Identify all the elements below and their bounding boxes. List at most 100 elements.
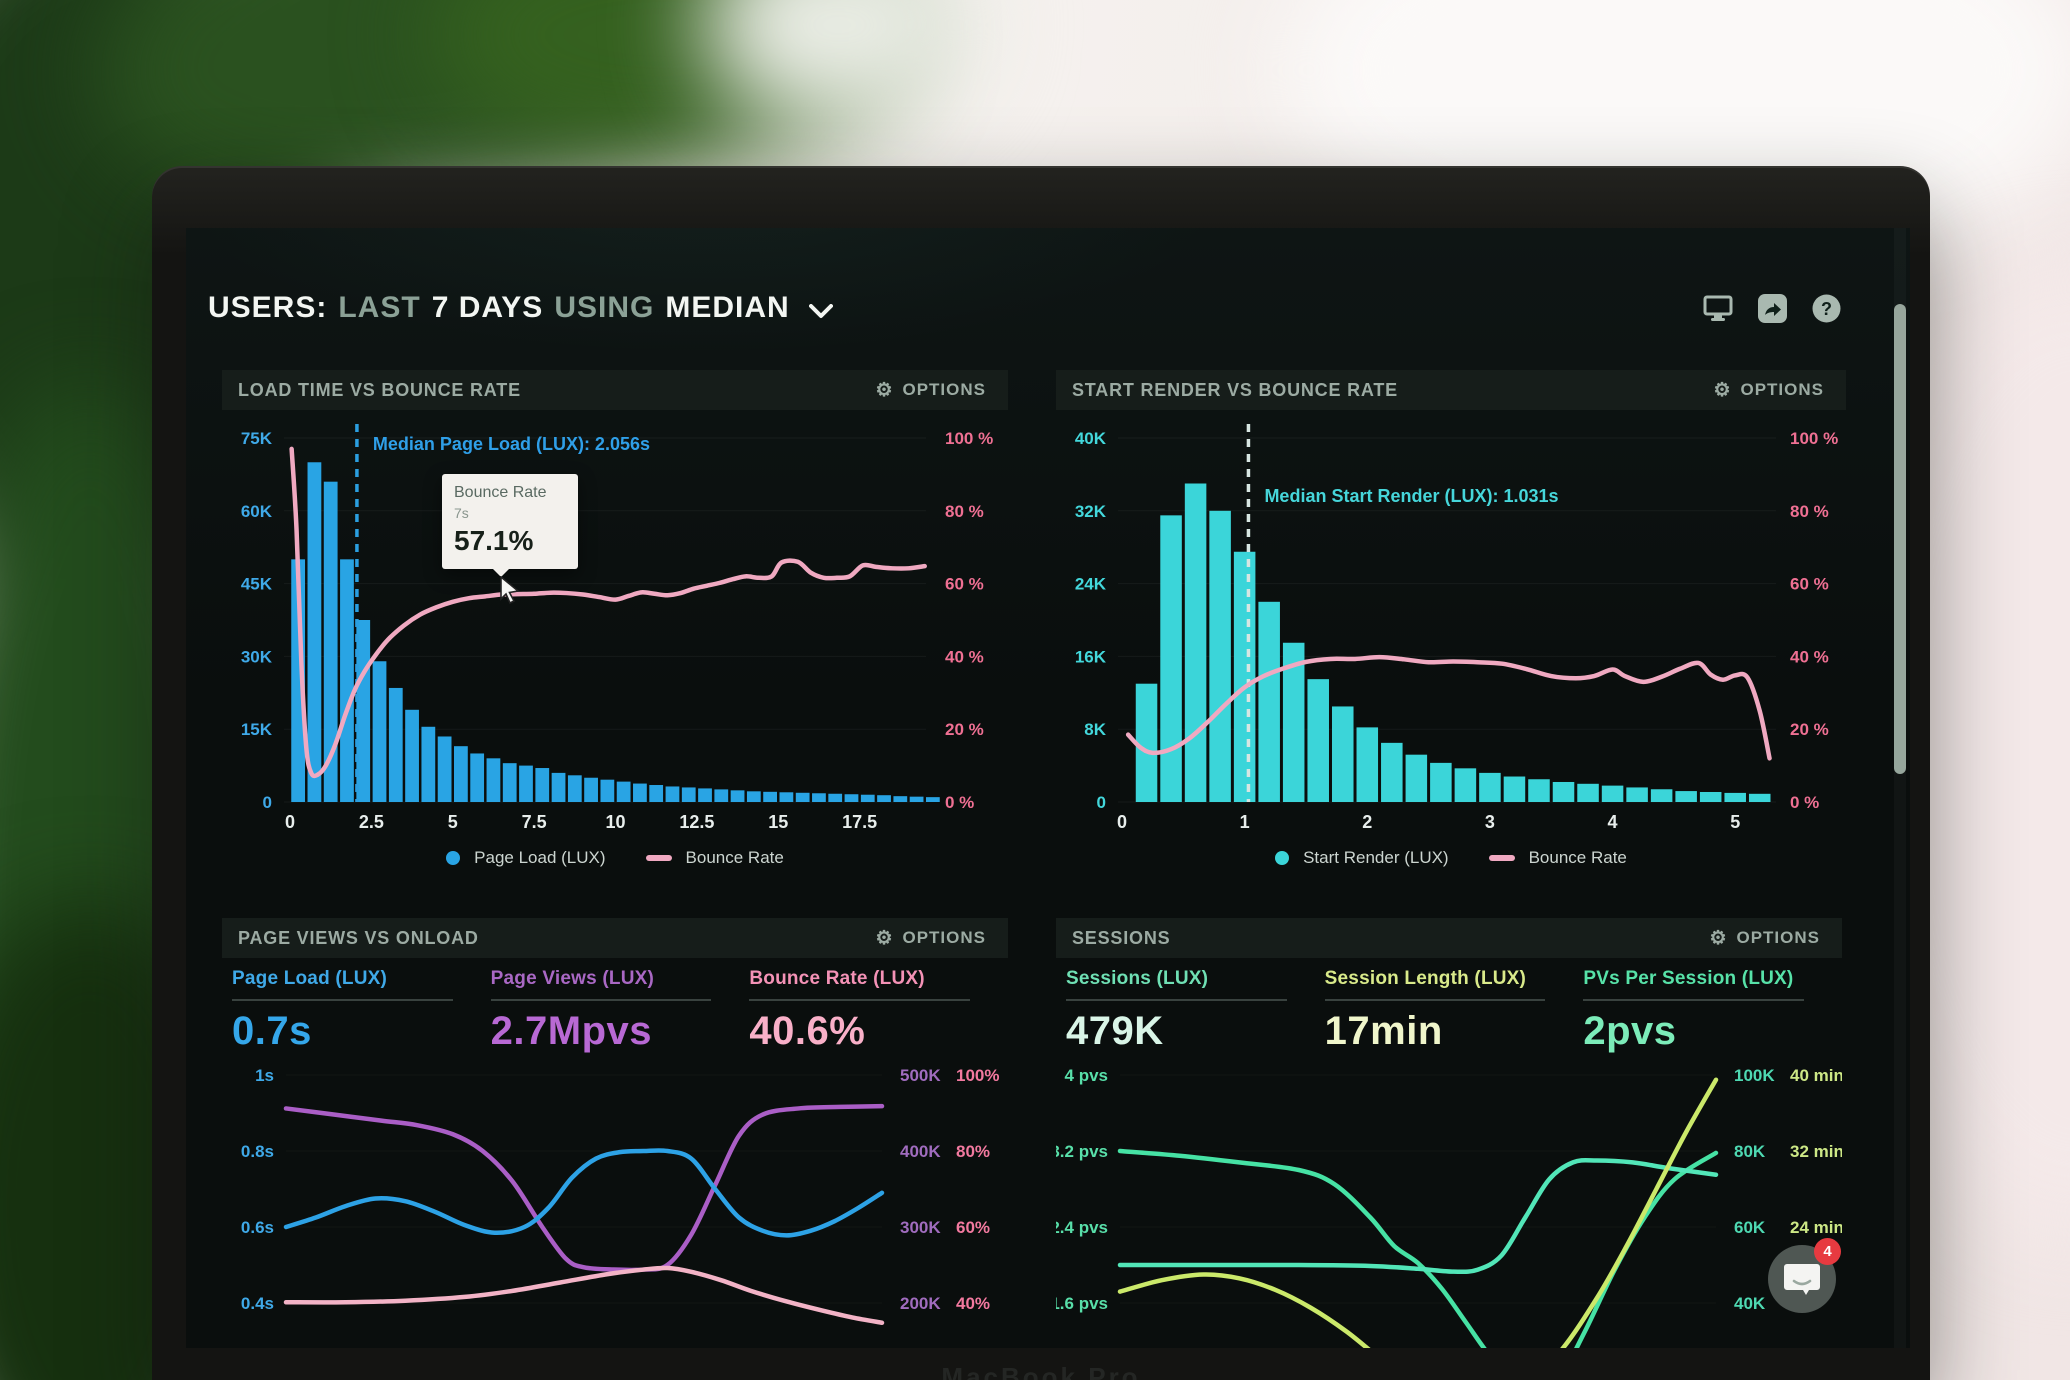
svg-text:1.6 pvs: 1.6 pvs: [1056, 1294, 1108, 1313]
panel-title: START RENDER VS BOUNCE RATE: [1072, 379, 1398, 400]
metric-label: Bounce Rate (LUX): [749, 968, 925, 989]
display-icon[interactable]: [1702, 293, 1734, 323]
svg-text:8K: 8K: [1084, 720, 1106, 739]
metric-label: PVs Per Session (LUX): [1583, 968, 1794, 989]
svg-text:24K: 24K: [1075, 575, 1107, 594]
dashboard-scope-dropdown[interactable]: USERS: LAST 7 DAYS USING MEDIAN: [208, 291, 833, 325]
page-views-onload-line-chart[interactable]: 1s 0.8s 0.6s 0.4s 500K 100% 400K 80% 300K 60% 200K…: [222, 1060, 1008, 1348]
options-button[interactable]: ⚙ OPTIONS: [869, 927, 992, 949]
panel-header: PAGE VIEWS VS ONLOAD ⚙ OPTIONS: [222, 918, 1008, 958]
gear-icon: ⚙: [1713, 379, 1732, 401]
options-button[interactable]: ⚙ OPTIONS: [1707, 379, 1830, 401]
metric-label: Page Load (LUX): [232, 968, 388, 989]
laptop: USERS: LAST 7 DAYS USING MEDIAN: [152, 166, 1930, 1380]
svg-text:60K: 60K: [241, 502, 273, 521]
svg-text:3: 3: [1485, 812, 1495, 832]
title-segment: MEDIAN: [665, 291, 790, 324]
svg-text:10: 10: [605, 812, 625, 832]
svg-text:Median Start Render (LUX): 1.0: Median Start Render (LUX): 1.031s: [1264, 486, 1558, 506]
options-button[interactable]: ⚙ OPTIONS: [1703, 927, 1826, 949]
panel-title: PAGE VIEWS VS ONLOAD: [238, 927, 479, 948]
svg-text:80 %: 80 %: [1790, 502, 1829, 521]
metric-bounce-rate[interactable]: Bounce Rate (LUX) 40.6%: [749, 968, 971, 1060]
svg-text:80K: 80K: [1734, 1142, 1766, 1161]
legend-label[interactable]: Start Render (LUX): [1303, 848, 1449, 867]
metric-underline: [232, 999, 453, 1001]
svg-text:100 %: 100 %: [1790, 429, 1838, 448]
gear-icon: ⚙: [875, 927, 894, 949]
svg-text:40K: 40K: [1075, 429, 1107, 448]
metric-underline: [1583, 999, 1805, 1001]
metric-value: 2pvs: [1583, 1009, 1677, 1053]
svg-text:?: ?: [1821, 299, 1832, 319]
svg-text:0.6s: 0.6s: [241, 1218, 274, 1237]
chart-tooltip: Bounce Rate 7s 57.1%: [442, 474, 578, 569]
legend-label[interactable]: Bounce Rate: [1528, 848, 1627, 867]
legend-dot[interactable]: [446, 851, 461, 865]
title-segment: LAST: [338, 291, 421, 324]
metric-page-load[interactable]: Page Load (LUX) 0.7s: [232, 968, 453, 1060]
metric-value: 0.7s: [232, 1009, 312, 1053]
header-icons: ?: [1702, 293, 1842, 323]
help-icon[interactable]: ?: [1810, 293, 1842, 323]
svg-text:16K: 16K: [1075, 647, 1107, 666]
chat-widget-button[interactable]: 4: [1768, 1238, 1841, 1313]
mouse-cursor-icon: [500, 576, 520, 604]
title-segment: USERS:: [208, 291, 328, 324]
start-render-histogram-chart[interactable]: Median Start Render (LUX): 1.031s 40K 32K 2…: [1056, 410, 1846, 840]
share-icon[interactable]: [1756, 293, 1788, 323]
svg-text:60%: 60%: [956, 1218, 990, 1237]
legend-dash[interactable]: [645, 855, 672, 861]
svg-text:20 %: 20 %: [1790, 720, 1829, 739]
metric-sessions[interactable]: Sessions (LUX) 479K: [1066, 968, 1287, 1060]
svg-text:2: 2: [1362, 812, 1372, 832]
svg-text:3.2 pvs: 3.2 pvs: [1056, 1142, 1108, 1161]
options-label: OPTIONS: [902, 380, 986, 399]
scrollbar-track[interactable]: [1894, 228, 1906, 1348]
legend-dot[interactable]: [1275, 851, 1290, 865]
options-button[interactable]: ⚙ OPTIONS: [869, 379, 992, 401]
legend-label[interactable]: Bounce Rate: [685, 848, 784, 867]
metric-pvs-per-session[interactable]: PVs Per Session (LUX) 2pvs: [1583, 968, 1805, 1060]
legend-dash[interactable]: [1488, 855, 1515, 861]
tooltip-series: Bounce Rate: [454, 484, 547, 501]
svg-text:4 pvs: 4 pvs: [1065, 1066, 1108, 1085]
svg-text:40 %: 40 %: [1790, 647, 1829, 666]
svg-text:60 %: 60 %: [1790, 575, 1829, 594]
svg-text:Median Page Load (LUX): 2.056s: Median Page Load (LUX): 2.056s: [373, 434, 650, 454]
svg-text:80 %: 80 %: [945, 502, 984, 521]
svg-text:2.4 pvs: 2.4 pvs: [1056, 1218, 1108, 1237]
chat-unread-badge: 4: [1814, 1238, 1841, 1265]
svg-text:500K: 500K: [900, 1066, 941, 1085]
metric-value: 40.6%: [749, 1009, 866, 1053]
metric-session-length[interactable]: Session Length (LUX) 17min: [1324, 968, 1546, 1060]
svg-text:45K: 45K: [241, 575, 273, 594]
svg-text:40 %: 40 %: [945, 647, 984, 666]
svg-text:100 %: 100 %: [945, 429, 993, 448]
panel-start-render-vs-bounce-rate: START RENDER VS BOUNCE RATE ⚙ OPTIONS Me…: [1056, 370, 1846, 876]
options-label: OPTIONS: [902, 928, 986, 947]
app-header: USERS: LAST 7 DAYS USING MEDIAN: [208, 284, 1890, 332]
svg-text:300K: 300K: [900, 1218, 941, 1237]
legend-label[interactable]: Page Load (LUX): [474, 848, 606, 867]
svg-text:0: 0: [1117, 812, 1127, 832]
svg-text:5: 5: [1730, 812, 1740, 832]
svg-text:17.5: 17.5: [842, 812, 877, 832]
sessions-line-chart[interactable]: 4 pvs 3.2 pvs 2.4 pvs 1.6 pvs 100K 40 min 80K 3…: [1056, 1060, 1842, 1348]
metric-label: Page Views (LUX): [490, 968, 655, 989]
load-time-histogram-chart[interactable]: Median Page Load (LUX): 2.056s 75K 60K 45K 3…: [222, 410, 1012, 840]
panel-page-views-vs-onload: PAGE VIEWS VS ONLOAD ⚙ OPTIONS Page Load…: [222, 918, 1008, 1348]
metric-page-views[interactable]: Page Views (LUX) 2.7Mpvs: [490, 968, 712, 1060]
chart-legend: Start Render (LUX) Bounce Rate: [1056, 840, 1846, 876]
svg-text:4: 4: [1608, 812, 1618, 832]
svg-text:0: 0: [263, 793, 272, 812]
svg-text:200K: 200K: [900, 1294, 941, 1313]
scrollbar-thumb[interactable]: [1894, 304, 1906, 774]
svg-text:0 %: 0 %: [1790, 793, 1819, 812]
gear-icon: ⚙: [1709, 927, 1728, 949]
metric-label: Session Length (LUX): [1324, 968, 1527, 989]
svg-text:5: 5: [448, 812, 458, 832]
macbook-label: MacBook Pro: [941, 1362, 1141, 1380]
svg-text:20 %: 20 %: [945, 720, 984, 739]
